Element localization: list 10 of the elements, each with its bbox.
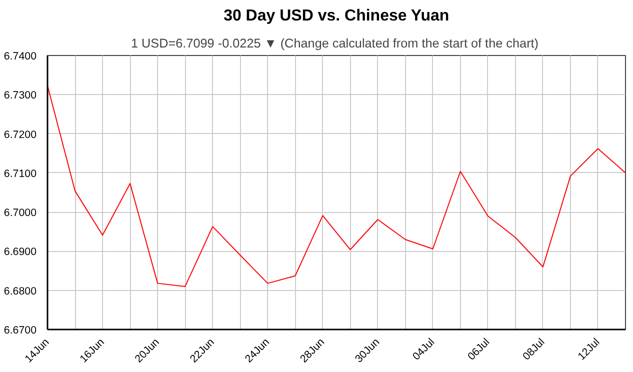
y-tick-label: 6.7200 (4, 128, 37, 141)
y-tick-label: 6.6700 (4, 324, 37, 336)
y-tick-label: 6.7400 (4, 50, 37, 62)
chart-title: 30 Day USD vs. Chinese Yuan (224, 8, 450, 24)
y-tick-label: 6.7300 (4, 90, 37, 102)
y-tick-label: 6.7000 (4, 207, 37, 220)
y-tick-label: 6.7100 (4, 168, 37, 180)
y-tick-label: 6.6900 (4, 246, 37, 258)
y-tick-label: 6.6800 (4, 285, 37, 298)
chart-subtitle: 1 USD=6.7099 -0.0225 ▼ (Change calculated from the start of the chart) (130, 36, 539, 50)
